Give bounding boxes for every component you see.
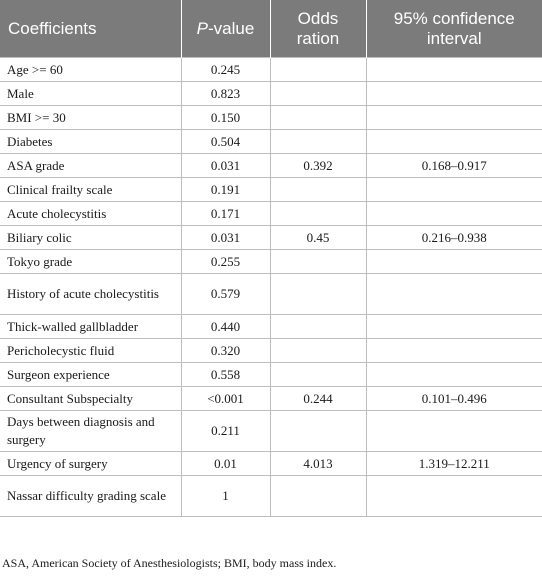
table-row: Biliary colic 0.031 0.45 0.216–0.938 <box>0 225 542 250</box>
header-p-letter: P <box>196 18 209 38</box>
cell-p-value: 0.320 <box>180 338 271 363</box>
cell-confidence-interval <box>365 105 542 130</box>
cell-p-value: 0.504 <box>180 129 271 154</box>
table-row: Age >= 60 0.245 <box>0 57 542 82</box>
cell-coefficient: Tokyo grade <box>0 249 182 274</box>
cell-p-value: 0.558 <box>180 362 271 387</box>
table-row: Diabetes 0.504 <box>0 129 542 154</box>
cell-odds-ratio <box>269 105 367 130</box>
cell-confidence-interval <box>365 249 542 274</box>
cell-p-value: 0.823 <box>180 81 271 106</box>
table-row: Days between diagnosis and surgery 0.211 <box>0 410 542 452</box>
cell-odds-ratio <box>269 201 367 226</box>
cell-coefficient: Pericholecystic fluid <box>0 338 182 363</box>
cell-confidence-interval: 1.319–12.211 <box>365 451 542 476</box>
cell-confidence-interval: 0.168–0.917 <box>365 153 542 178</box>
cell-confidence-interval: 0.101–0.496 <box>365 386 542 411</box>
cell-coefficient: Age >= 60 <box>0 57 182 82</box>
table-row: Acute cholecystitis 0.171 <box>0 201 542 226</box>
table-row: Pericholecystic fluid 0.320 <box>0 338 542 363</box>
cell-coefficient: BMI >= 30 <box>0 105 182 130</box>
cell-coefficient: Surgeon experience <box>0 362 182 387</box>
cell-p-value: 0.440 <box>180 314 271 339</box>
table-row: ASA grade 0.031 0.392 0.168–0.917 <box>0 153 542 178</box>
cell-coefficient: Male <box>0 81 182 106</box>
header-p-value: P-value <box>180 0 270 58</box>
cell-confidence-interval <box>365 177 542 202</box>
table-row: Thick-walled gallbladder 0.440 <box>0 314 542 339</box>
header-row: Coefficients P-value Odds ration 95% con… <box>0 0 542 58</box>
table-row: Surgeon experience 0.558 <box>0 362 542 387</box>
cell-coefficient: Acute cholecystitis <box>0 201 182 226</box>
header-odds-ratio: Odds ration <box>269 0 366 58</box>
cell-odds-ratio: 0.392 <box>269 153 367 178</box>
cell-p-value: <0.001 <box>180 386 271 411</box>
cell-confidence-interval <box>365 475 542 517</box>
cell-confidence-interval <box>365 362 542 387</box>
cell-odds-ratio: 0.45 <box>269 225 367 250</box>
cell-odds-ratio <box>269 410 367 452</box>
cell-odds-ratio <box>269 57 367 82</box>
cell-coefficient: History of acute cholecystitis <box>0 273 182 315</box>
cell-coefficient: Thick-walled gallbladder <box>0 314 182 339</box>
cell-coefficient: ASA grade <box>0 153 182 178</box>
cell-coefficient: Consultant Subspecialty <box>0 386 182 411</box>
header-p-suffix: -value <box>208 18 255 38</box>
cell-coefficient: Diabetes <box>0 129 182 154</box>
cell-confidence-interval <box>365 81 542 106</box>
cell-confidence-interval <box>365 201 542 226</box>
cell-confidence-interval <box>365 273 542 315</box>
cell-confidence-interval: 0.216–0.938 <box>365 225 542 250</box>
table-header: Coefficients P-value Odds ration 95% con… <box>0 0 542 58</box>
cell-odds-ratio <box>269 362 367 387</box>
cell-coefficient: Clinical frailty scale <box>0 177 182 202</box>
cell-p-value: 0.171 <box>180 201 271 226</box>
cell-confidence-interval <box>365 57 542 82</box>
cell-odds-ratio <box>269 338 367 363</box>
cell-confidence-interval <box>365 338 542 363</box>
cell-p-value: 0.01 <box>180 451 271 476</box>
coefficients-table: Coefficients P-value Odds ration 95% con… <box>0 0 542 517</box>
cell-odds-ratio <box>269 81 367 106</box>
table-row: History of acute cholecystitis 0.579 <box>0 273 542 315</box>
cell-odds-ratio <box>269 177 367 202</box>
table-row: Male 0.823 <box>0 81 542 106</box>
cell-confidence-interval <box>365 314 542 339</box>
cell-p-value: 0.245 <box>180 57 271 82</box>
cell-confidence-interval <box>365 410 542 452</box>
cell-confidence-interval <box>365 129 542 154</box>
cell-odds-ratio <box>269 475 367 517</box>
header-confidence-interval: 95% confidence interval <box>365 0 542 58</box>
cell-coefficient: Days between diagnosis and surgery <box>0 410 182 452</box>
cell-p-value: 0.150 <box>180 105 271 130</box>
cell-odds-ratio: 0.244 <box>269 386 367 411</box>
cell-coefficient: Nassar difficulty grading scale <box>0 475 182 517</box>
table-row: Tokyo grade 0.255 <box>0 249 542 274</box>
table-row: Consultant Subspecialty <0.001 0.244 0.101–… <box>0 386 542 411</box>
table-row: Clinical frailty scale 0.191 <box>0 177 542 202</box>
cell-p-value: 0.255 <box>180 249 271 274</box>
table-row: Urgency of surgery 0.01 4.013 1.319–12.211 <box>0 451 542 476</box>
cell-p-value: 0.211 <box>180 410 271 452</box>
cell-coefficient: Urgency of surgery <box>0 451 182 476</box>
cell-odds-ratio <box>269 129 367 154</box>
table-footnote: ASA, American Society of Anesthesiologis… <box>2 556 337 570</box>
table-row: Nassar difficulty grading scale 1 <box>0 475 542 517</box>
header-coefficients: Coefficients <box>0 0 181 58</box>
cell-p-value: 0.191 <box>180 177 271 202</box>
cell-coefficient: Biliary colic <box>0 225 182 250</box>
cell-p-value: 1 <box>180 475 271 517</box>
table-body: Age >= 60 0.245 Male 0.823 BMI >= 30 0.150 Dia… <box>0 57 542 517</box>
cell-odds-ratio <box>269 314 367 339</box>
table-row: BMI >= 30 0.150 <box>0 105 542 130</box>
cell-odds-ratio <box>269 273 367 315</box>
cell-odds-ratio <box>269 249 367 274</box>
cell-p-value: 0.579 <box>180 273 271 315</box>
cell-p-value: 0.031 <box>180 225 271 250</box>
cell-odds-ratio: 4.013 <box>269 451 367 476</box>
cell-p-value: 0.031 <box>180 153 271 178</box>
